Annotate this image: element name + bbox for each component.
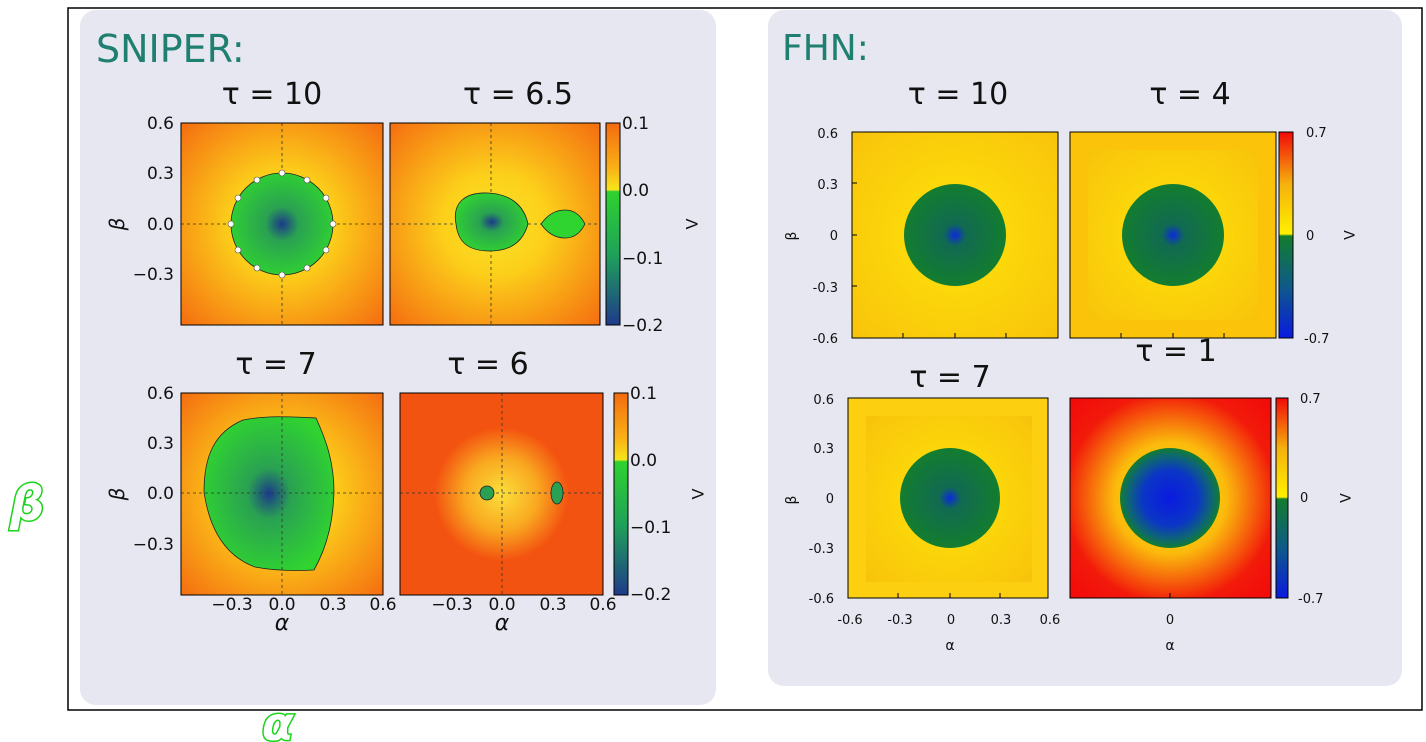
sniper-colorbar-label: Λ xyxy=(688,489,707,500)
sniper-tau6-xtick: −0.3 xyxy=(431,595,472,615)
sniper-colorbar-tick: 0.1 xyxy=(622,114,649,134)
fhn-tau7-ytick: 0.6 xyxy=(813,393,834,408)
fhn-tau7-ytick: -0.3 xyxy=(809,542,834,557)
sniper-colorbar-label: Λ xyxy=(682,219,701,230)
sniper-tau6-xtick: 0.3 xyxy=(539,595,566,615)
sniper-tau7-xtick: 0.0 xyxy=(268,595,295,615)
fhn-tau10-ytick: 0.6 xyxy=(817,127,838,142)
sniper-colorbar-tick: 0.0 xyxy=(630,451,657,471)
sniper-tau10-negative-region xyxy=(230,172,334,276)
fhn-heatmap-tau-7 xyxy=(847,397,1049,599)
fhn-tau7-negative-region xyxy=(900,448,1000,548)
sniper-colorbar-tick: −0.2 xyxy=(630,585,671,605)
sniper-tau6-negative-region-right xyxy=(550,481,564,505)
fhn-colorbar-bottom xyxy=(1275,397,1289,599)
fhn-tau7-ytick: 0.3 xyxy=(813,442,834,457)
fhn-tau10-negative-region xyxy=(904,184,1006,286)
sniper-heatmap-tau-10 xyxy=(180,122,384,326)
fhn-tau1-xlabel: α xyxy=(1165,638,1174,654)
sniper-tau10-title: τ = 10 xyxy=(222,77,322,112)
fhn-colorbar-tick: -0.7 xyxy=(1304,332,1329,347)
sniper-tau7-ylabel: β xyxy=(105,487,129,501)
fhn-colorbar-label: Λ xyxy=(1340,230,1356,240)
handwritten-beta-annotation: β xyxy=(9,476,44,532)
sniper-tau6-xlabel: α xyxy=(495,611,510,636)
sniper-colorbar-tick: −0.1 xyxy=(630,518,671,538)
handwritten-alpha-annotation: α xyxy=(262,697,294,742)
sniper-panel xyxy=(80,10,716,705)
sniper-tau7-ytick: 0.6 xyxy=(147,384,174,404)
sniper-tau7-ytick: 0.0 xyxy=(147,484,174,504)
sniper-colorbar-tick: 0.0 xyxy=(622,181,649,201)
sniper-tau7-xtick: 0.6 xyxy=(369,595,396,615)
fhn-tau7-xtick: 0.6 xyxy=(1040,613,1061,628)
sniper-colorbar-bottom xyxy=(613,392,629,596)
fhn-heatmap-tau-10 xyxy=(851,131,1059,339)
sniper-tau6-5-title: τ = 6.5 xyxy=(463,77,573,112)
fhn-tau10-ytick: -0.6 xyxy=(813,332,838,347)
fhn-tau4-title: τ = 4 xyxy=(1149,77,1230,112)
figure-frame xyxy=(67,7,1423,711)
fhn-tau1-xtick: 0 xyxy=(1166,613,1174,628)
sniper-tau6-negative-region-left xyxy=(479,485,495,501)
fhn-colorbar-tick: 0.7 xyxy=(1300,392,1321,407)
fhn-tau7-xtick: 0 xyxy=(947,613,955,628)
sniper-tau7-xtick: −0.3 xyxy=(211,595,252,615)
fhn-tau7-ytick: -0.6 xyxy=(809,592,834,607)
sniper-colorbar-top xyxy=(605,122,621,326)
sniper-tau6-5-negative-region-right xyxy=(540,209,586,239)
fhn-colorbar-top xyxy=(1278,131,1294,339)
sniper-tau6-title: τ = 6 xyxy=(447,347,528,382)
fhn-tau10-ytick: 0 xyxy=(830,229,838,244)
sniper-tau6-5-negative-region-left xyxy=(454,192,529,252)
sniper-tau6-xtick: 0.6 xyxy=(589,595,616,615)
sniper-tau6-xtick: 0.0 xyxy=(488,595,515,615)
fhn-tau1-title: τ = 1 xyxy=(1135,334,1216,369)
sniper-tau7-ytick: −0.3 xyxy=(133,535,174,555)
fhn-colorbar-tick: 0 xyxy=(1306,229,1314,244)
fhn-colorbar-tick: 0.7 xyxy=(1306,126,1327,141)
fhn-tau7-xlabel: α xyxy=(945,638,954,654)
sniper-tau7-ytick: 0.3 xyxy=(147,434,174,454)
fhn-tau4-negative-region xyxy=(1122,184,1224,286)
fhn-tau7-ytick: 0 xyxy=(826,492,834,507)
fhn-tau7-xtick: 0.3 xyxy=(991,613,1012,628)
sniper-tau10-markers xyxy=(227,169,337,279)
sniper-colorbar-tick: −0.1 xyxy=(622,249,663,269)
sniper-tau10-ytick: 0.3 xyxy=(147,164,174,184)
sniper-tau7-title: τ = 7 xyxy=(235,347,316,382)
sniper-tau10-ylabel: β xyxy=(105,217,129,231)
fhn-heatmap-tau-4 xyxy=(1069,131,1277,339)
fhn-tau10-ylabel: β xyxy=(784,232,800,241)
fhn-panel-title: FHN: xyxy=(782,28,869,69)
fhn-tau7-ylabel: β xyxy=(784,496,800,505)
fhn-heatmap-tau-1 xyxy=(1069,397,1272,599)
fhn-colorbar-tick: 0 xyxy=(1300,491,1308,506)
fhn-tau10-ytick: -0.3 xyxy=(813,281,838,296)
fhn-tau7-xtick: -0.6 xyxy=(837,613,862,628)
sniper-heatmap-tau-6 xyxy=(399,392,604,596)
fhn-colorbar-label: Λ xyxy=(1336,493,1352,503)
sniper-colorbar-tick: 0.1 xyxy=(630,384,657,404)
sniper-tau7-negative-region xyxy=(203,416,335,571)
fhn-tau10-title: τ = 10 xyxy=(908,77,1008,112)
sniper-heatmap-tau-7 xyxy=(180,392,384,596)
sniper-tau10-ytick: 0.0 xyxy=(147,215,174,235)
fhn-tau7-title: τ = 7 xyxy=(909,360,990,395)
fhn-tau10-ytick: 0.3 xyxy=(817,178,838,193)
sniper-tau7-xlabel: α xyxy=(275,611,290,636)
fhn-tau7-xtick: -0.3 xyxy=(887,613,912,628)
sniper-tau7-xtick: 0.3 xyxy=(319,595,346,615)
fhn-tau1-negative-region xyxy=(1120,448,1220,548)
sniper-tau10-ytick: 0.6 xyxy=(147,114,174,134)
sniper-heatmap-tau-6-5 xyxy=(389,122,601,326)
sniper-panel-title: SNIPER: xyxy=(96,27,245,71)
fhn-colorbar-tick: -0.7 xyxy=(1298,592,1323,607)
sniper-tau10-ytick: −0.3 xyxy=(133,265,174,285)
sniper-colorbar-tick: −0.2 xyxy=(622,316,663,336)
